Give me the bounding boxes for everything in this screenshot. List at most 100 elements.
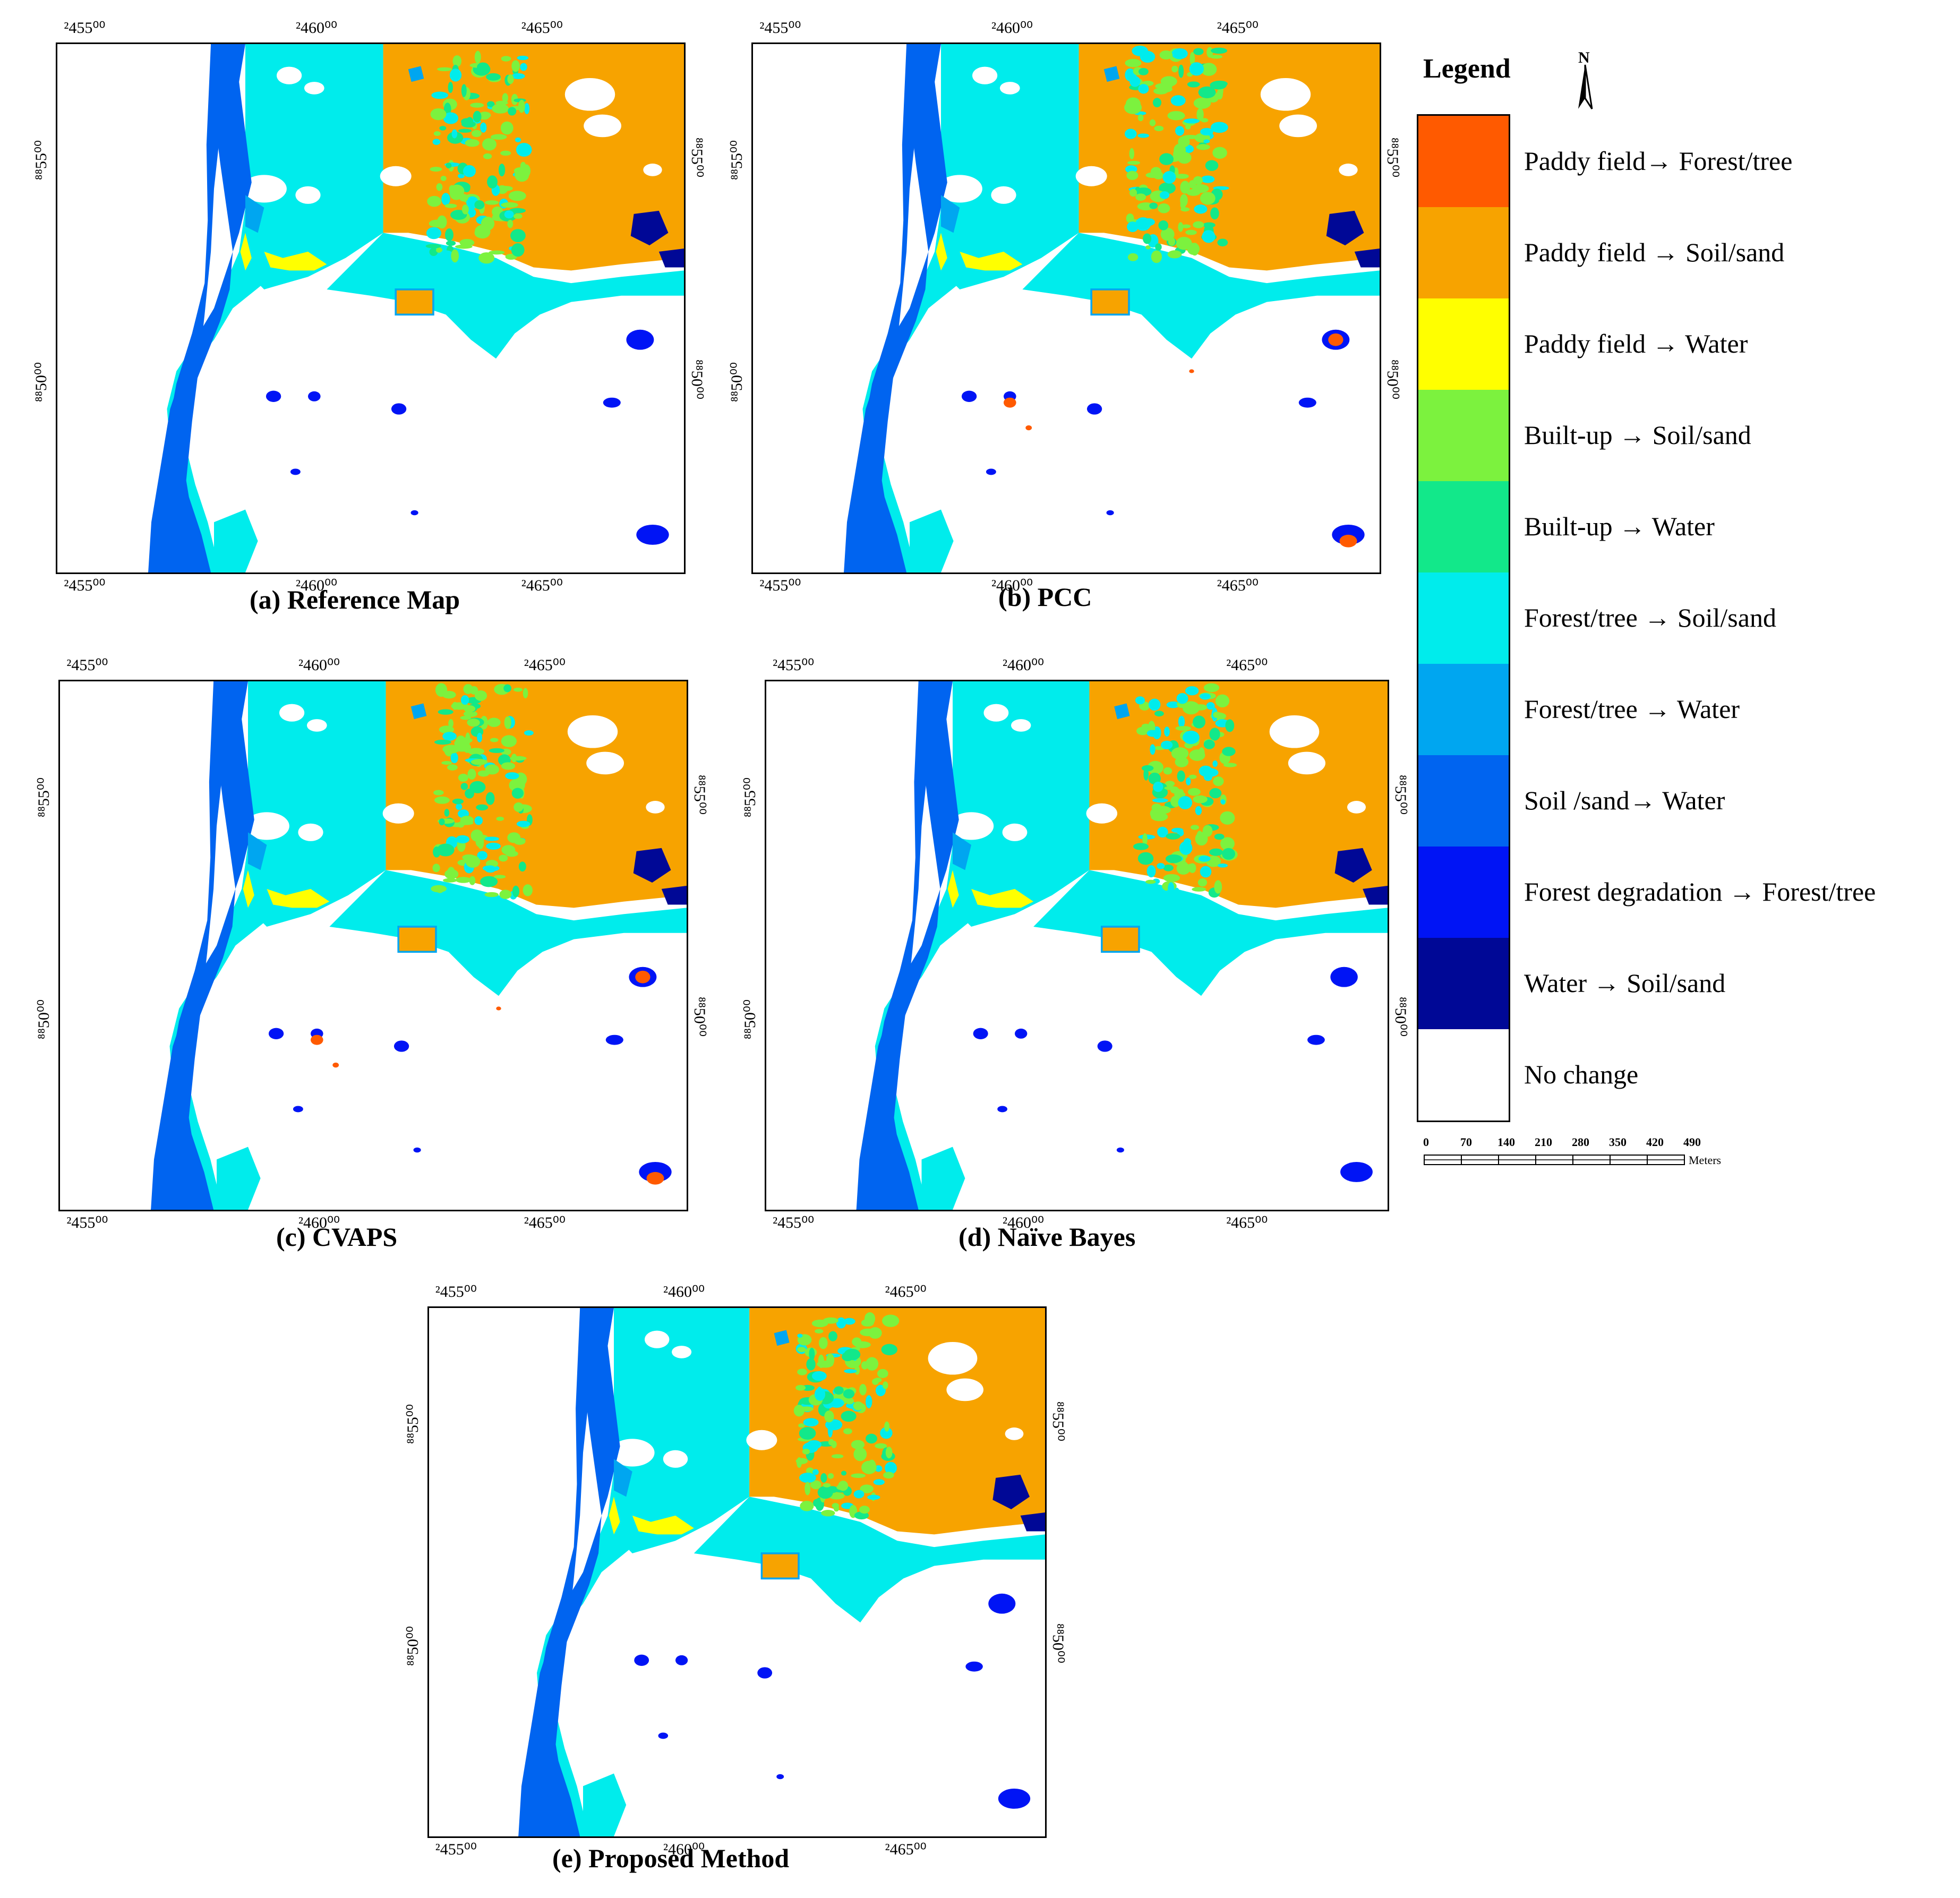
- x-tick-label: ²465⁰⁰: [1226, 656, 1268, 674]
- north-arrow-icon: N: [1567, 48, 1604, 112]
- change-map: [751, 42, 1381, 574]
- scale-bar-graphic: [1424, 1155, 1685, 1165]
- y-tick-label: ⁸⁸50⁰⁰: [1049, 1623, 1067, 1663]
- y-tick-label: ⁸⁸50⁰⁰: [688, 359, 706, 399]
- x-tick-label: ²465⁰⁰: [1217, 577, 1259, 594]
- scale-value: 140: [1497, 1135, 1515, 1149]
- map-svg: [429, 1308, 1045, 1836]
- legend-label: Forest/tree → Water: [1524, 694, 1740, 724]
- y-tick-label: ⁸⁸50⁰⁰: [741, 999, 759, 1039]
- x-tick-label: ²460⁰⁰: [298, 656, 340, 674]
- builtup-mosaic: [431, 683, 534, 900]
- x-tick-label: ²465⁰⁰: [885, 1283, 927, 1301]
- scale-value: 420: [1646, 1135, 1664, 1149]
- legend-swatch: [1418, 755, 1509, 847]
- y-tick-label: ⁸⁸55⁰⁰: [1384, 137, 1401, 177]
- water-soil-patch: [633, 848, 671, 883]
- legend-swatch: [1418, 572, 1509, 664]
- y-tick-label: ⁸⁸50⁰⁰: [1392, 996, 1409, 1037]
- legend-swatch: [1418, 207, 1509, 298]
- scale-value: 0: [1423, 1135, 1429, 1149]
- legend-label: Paddy field → Water: [1524, 329, 1748, 358]
- scale-bar: 0 70 140 210 280 350 420 490 Meters: [1423, 1135, 1742, 1178]
- x-tick-label: ²455⁰⁰: [435, 1283, 477, 1301]
- x-tick-label: ²460⁰⁰: [296, 577, 338, 594]
- legend: Legend N Paddy field→ Forest/tree Paddy f…: [1413, 48, 1954, 1190]
- legend-label: Paddy field→ Forest/tree: [1524, 146, 1793, 176]
- scale-unit: Meters: [1689, 1153, 1722, 1167]
- legend-swatch: [1418, 116, 1509, 207]
- x-tick-label: ²455⁰⁰: [435, 1841, 477, 1858]
- x-tick-label: ²455⁰⁰: [759, 577, 801, 594]
- x-tick-label: ²465⁰⁰: [521, 577, 563, 594]
- legend-label: No change: [1524, 1059, 1639, 1089]
- y-tick-label: ⁸⁸55⁰⁰: [32, 140, 50, 180]
- water-soil-patch: [1326, 210, 1364, 246]
- y-tick-label: ⁸⁸50⁰⁰: [35, 999, 53, 1039]
- legend-swatch: [1418, 664, 1509, 755]
- x-tick-label: ²460⁰⁰: [296, 19, 338, 37]
- legend-color-bar: [1417, 114, 1510, 1122]
- panel-caption: (d) Naïve Bayes: [958, 1222, 1136, 1252]
- x-tick-label: ²455⁰⁰: [66, 656, 108, 674]
- legend-label: Built-up → Water: [1524, 511, 1715, 541]
- y-tick-label: ⁸⁸50⁰⁰: [728, 362, 746, 402]
- scale-value: 210: [1535, 1135, 1552, 1149]
- builtup-mosaic: [425, 50, 532, 264]
- x-tick-label: ²460⁰⁰: [1003, 656, 1045, 674]
- legend-swatch: [1418, 938, 1509, 1029]
- y-tick-label: ⁸⁸50⁰⁰: [1384, 359, 1401, 399]
- x-tick-label: ²465⁰⁰: [521, 19, 563, 37]
- y-tick-label: ⁸⁸55⁰⁰: [1049, 1401, 1067, 1441]
- map-svg: [60, 681, 687, 1210]
- legend-label: Paddy field → Soil/sand: [1524, 237, 1785, 267]
- x-tick-label: ²465⁰⁰: [1226, 1214, 1268, 1232]
- x-tick-label: ²455⁰⁰: [773, 656, 815, 674]
- x-tick-label: ²465⁰⁰: [524, 656, 566, 674]
- change-map: [765, 680, 1389, 1211]
- builtup-mosaic: [793, 1312, 900, 1520]
- water-soil-patch: [630, 210, 669, 246]
- legend-label: Water → Soil/sand: [1524, 968, 1726, 998]
- x-tick-label: ²455⁰⁰: [759, 19, 801, 37]
- x-tick-label: ²465⁰⁰: [885, 1841, 927, 1858]
- legend-swatch: [1418, 390, 1509, 481]
- legend-swatch: [1418, 1029, 1509, 1121]
- x-tick-label: ²465⁰⁰: [1217, 19, 1259, 37]
- x-tick-label: ²455⁰⁰: [66, 1214, 108, 1232]
- x-tick-label: ²465⁰⁰: [524, 1214, 566, 1232]
- y-tick-label: ⁸⁸55⁰⁰: [728, 140, 746, 180]
- y-tick-label: ⁸⁸50⁰⁰: [404, 1626, 422, 1666]
- change-map: [427, 1306, 1047, 1838]
- y-tick-label: ⁸⁸55⁰⁰: [691, 774, 708, 815]
- x-tick-label: ²455⁰⁰: [773, 1214, 815, 1232]
- change-map: [58, 680, 688, 1211]
- legend-swatch: [1418, 847, 1509, 938]
- map-svg: [57, 44, 684, 572]
- scale-value: 490: [1683, 1135, 1701, 1149]
- x-tick-label: ²455⁰⁰: [64, 19, 106, 37]
- y-tick-label: ⁸⁸55⁰⁰: [35, 777, 53, 817]
- map-svg: [766, 681, 1388, 1210]
- x-tick-label: ²460⁰⁰: [663, 1841, 705, 1858]
- y-tick-label: ⁸⁸50⁰⁰: [32, 362, 50, 402]
- change-map: [56, 42, 686, 574]
- legend-swatch: [1418, 298, 1509, 390]
- legend-label: Built-up → Soil/sand: [1524, 420, 1751, 450]
- panel-caption: (a) Reference Map: [250, 585, 460, 614]
- x-tick-label: ²460⁰⁰: [298, 1214, 340, 1232]
- builtup-mosaic: [1133, 683, 1238, 899]
- panel-caption: (e) Proposed Method: [552, 1843, 790, 1873]
- x-tick-label: ²460⁰⁰: [991, 19, 1033, 37]
- map-svg: [753, 44, 1380, 572]
- water-soil-patch: [992, 1474, 1030, 1510]
- y-tick-label: ⁸⁸55⁰⁰: [741, 777, 759, 817]
- scale-value: 280: [1572, 1135, 1589, 1149]
- x-tick-label: ²455⁰⁰: [64, 577, 106, 594]
- builtup-mosaic: [1124, 45, 1229, 263]
- x-tick-label: ²460⁰⁰: [663, 1283, 705, 1301]
- y-tick-label: ⁸⁸50⁰⁰: [691, 996, 708, 1037]
- panel-caption: (b) PCC: [998, 582, 1092, 612]
- north-label: N: [1578, 49, 1590, 66]
- x-tick-label: ²460⁰⁰: [991, 577, 1033, 594]
